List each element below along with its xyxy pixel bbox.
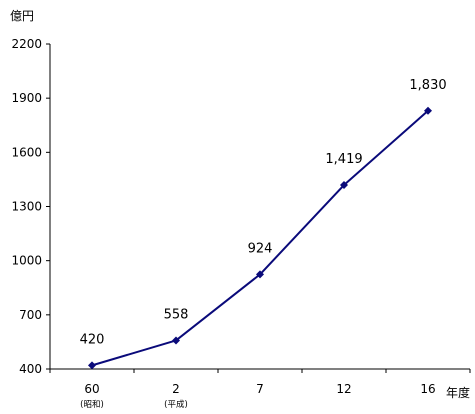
data-label: 1,419 [325,152,362,167]
data-point [256,270,264,279]
x-tick-labels: 60 (昭和) 2 (平成) 7 12 16 [80,382,435,410]
y-tick-label: 2200 [11,37,42,51]
y-tick-label: 700 [19,308,42,322]
data-point [172,336,180,345]
data-point [424,106,432,115]
data-point [88,361,96,370]
x-tick-label: 16 [420,382,435,396]
y-tick-label: 400 [19,362,42,376]
y-tick-label: 1600 [11,145,42,159]
x-tick-label: 7 [256,382,264,396]
series-group [88,106,432,370]
y-axis-unit-label: 億円 [10,9,34,23]
x-tick-label: 60 [84,382,99,396]
x-tick-label: 2 [172,382,180,396]
data-label: 420 [80,332,105,347]
series-line [91,110,429,367]
data-label: 924 [248,241,273,256]
x-tick-label: 12 [336,382,351,396]
x-tick-sublabel: (昭和) [80,400,104,410]
data-point [340,181,348,190]
y-tick-label: 1300 [11,200,42,214]
x-axis-unit-label: 年度 [446,385,470,400]
data-label: 558 [164,307,189,322]
y-tick-labels: 400 700 1000 1300 1600 1900 2200 [11,37,42,376]
data-label: 1,830 [409,78,446,93]
y-tick-label: 1000 [11,254,42,268]
axes [46,43,471,373]
y-tick-label: 1900 [11,91,42,105]
x-tick-sublabel: (平成) [164,399,188,410]
data-labels: 420 558 924 1,419 1,830 [80,78,447,348]
